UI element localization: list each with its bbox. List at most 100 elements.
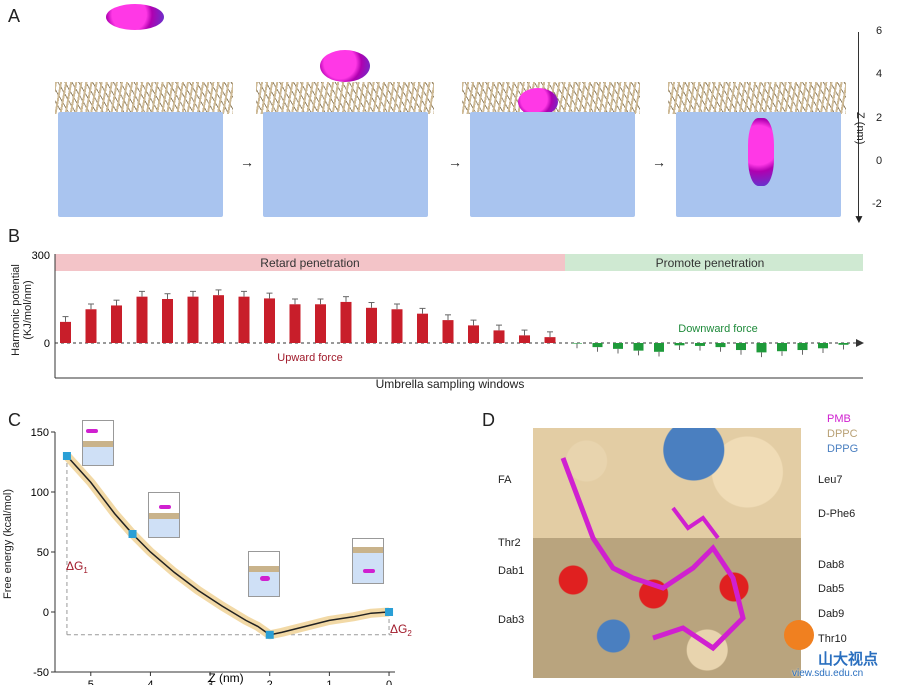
water-box xyxy=(470,112,635,217)
y-tick-label: 100 xyxy=(31,487,49,499)
promote-band xyxy=(565,254,863,271)
pmb-molecule-icon xyxy=(106,4,164,30)
pmb-icon xyxy=(86,429,98,433)
x-tick-label: 0 xyxy=(386,679,392,685)
panel-label-a: A xyxy=(8,6,21,26)
pmb-molecule-icon xyxy=(748,118,774,186)
upward-bar xyxy=(162,299,173,343)
pmb-molecule-icon xyxy=(320,50,370,82)
inset-state-4 xyxy=(352,538,384,584)
step-arrow-2: → xyxy=(448,154,462,170)
pmb-stick-model xyxy=(560,457,746,652)
membrane-icon xyxy=(249,566,279,596)
chart-b-xlabel: Umbrella sampling windows xyxy=(376,377,525,391)
upward-bar xyxy=(442,320,454,343)
residue-label: Thr2 xyxy=(498,537,521,549)
downward-bar xyxy=(674,343,685,346)
residue-label: Dab9 xyxy=(818,608,845,620)
watermark-url: view.sdu.edu.cn xyxy=(792,668,864,679)
pmb-icon xyxy=(159,505,171,509)
upward-bar xyxy=(519,335,530,343)
upward-bar xyxy=(340,301,352,343)
upward-bar xyxy=(315,304,326,343)
upward-bar xyxy=(187,296,199,343)
z-axis-label: Z (nm) xyxy=(854,112,866,145)
upward-force-label: Upward force xyxy=(277,352,342,364)
x-tick-label: 5 xyxy=(88,679,94,685)
downward-bar xyxy=(695,343,705,346)
y-tick-300: 300 xyxy=(32,250,50,262)
y-tick-label: -50 xyxy=(33,667,49,679)
z-tick: 2 xyxy=(876,112,883,124)
downward-bar xyxy=(572,343,582,344)
inset-state-1 xyxy=(82,420,114,466)
retard-band xyxy=(55,254,565,271)
residue-label: Dab5 xyxy=(818,583,845,595)
dg2-sub: 2 xyxy=(407,629,412,638)
upward-bar xyxy=(493,330,505,343)
curve-c xyxy=(62,452,394,640)
dg1-main: ΔG xyxy=(66,559,83,573)
upward-bar xyxy=(60,321,71,343)
y-tick-0: 0 xyxy=(44,338,50,350)
state-marker xyxy=(385,608,394,616)
downward-bar xyxy=(818,343,828,349)
downward-bar xyxy=(797,343,808,351)
lipid-heads xyxy=(533,538,801,678)
residue-label: Dab3 xyxy=(498,614,525,626)
upward-bar xyxy=(238,296,250,343)
water-box xyxy=(263,112,428,217)
upward-bar xyxy=(391,309,403,343)
watermark-text: 山大视点 xyxy=(818,651,879,668)
membrane-icon xyxy=(83,441,113,465)
binding-snapshot xyxy=(533,428,801,678)
delta-g1-label: ΔG1 xyxy=(66,559,88,575)
harmonic-chart: Retard penetration Promote penetration 3… xyxy=(32,250,864,391)
z-axis-arrowhead: ▼ xyxy=(853,212,865,226)
legend-dppc: DPPC xyxy=(827,428,858,440)
residue-label: D-Phe6 xyxy=(818,508,856,520)
dg2-main: ΔG xyxy=(390,622,407,636)
pmb-backbone xyxy=(560,457,746,652)
upward-bar xyxy=(417,313,428,343)
inset-state-3 xyxy=(248,551,280,597)
downward-bar xyxy=(592,343,603,348)
zero-arrowhead xyxy=(856,339,864,347)
upward-bar xyxy=(289,304,301,343)
pmb-icon xyxy=(363,569,375,573)
lipid-layer xyxy=(668,82,846,114)
water-box xyxy=(58,112,223,217)
lipid-layer xyxy=(256,82,434,114)
residue-label: Dab8 xyxy=(818,559,845,571)
downward-bar xyxy=(654,343,664,352)
downward-bar xyxy=(736,343,746,351)
state-marker xyxy=(128,530,137,538)
panel-label-b: B xyxy=(8,226,21,246)
pmb-icon xyxy=(260,576,270,581)
residue-label: Thr10 xyxy=(818,633,847,645)
watermark-logo-icon xyxy=(784,620,814,650)
legend-pmb: PMB xyxy=(827,413,851,425)
error-band xyxy=(63,452,390,640)
z-axis-line xyxy=(858,32,859,218)
upward-bar xyxy=(111,305,122,343)
y-tick-label: 150 xyxy=(31,427,49,439)
dg1-sub: 1 xyxy=(83,566,88,575)
inset-state-2 xyxy=(148,492,180,538)
pmb-sidechain xyxy=(671,506,720,540)
state-marker xyxy=(62,452,71,460)
membrane-icon xyxy=(353,547,383,583)
downward-bar xyxy=(715,343,726,348)
residue-label: Dab1 xyxy=(498,565,525,577)
axes-c: 150 100 50 0 -50 5 4 3 2 1 0 xyxy=(31,427,395,685)
z-tick: -2 xyxy=(872,198,882,210)
retard-band-label: Retard penetration xyxy=(260,256,359,270)
z-tick: 6 xyxy=(876,25,883,37)
panel-label-c: C xyxy=(8,410,21,430)
x-tick-label: 4 xyxy=(147,679,153,685)
downward-force-label: Downward force xyxy=(678,323,757,335)
y-tick-label: 0 xyxy=(43,607,49,619)
residue-label: FA xyxy=(498,474,512,486)
x-tick-label: 3 xyxy=(207,679,213,685)
